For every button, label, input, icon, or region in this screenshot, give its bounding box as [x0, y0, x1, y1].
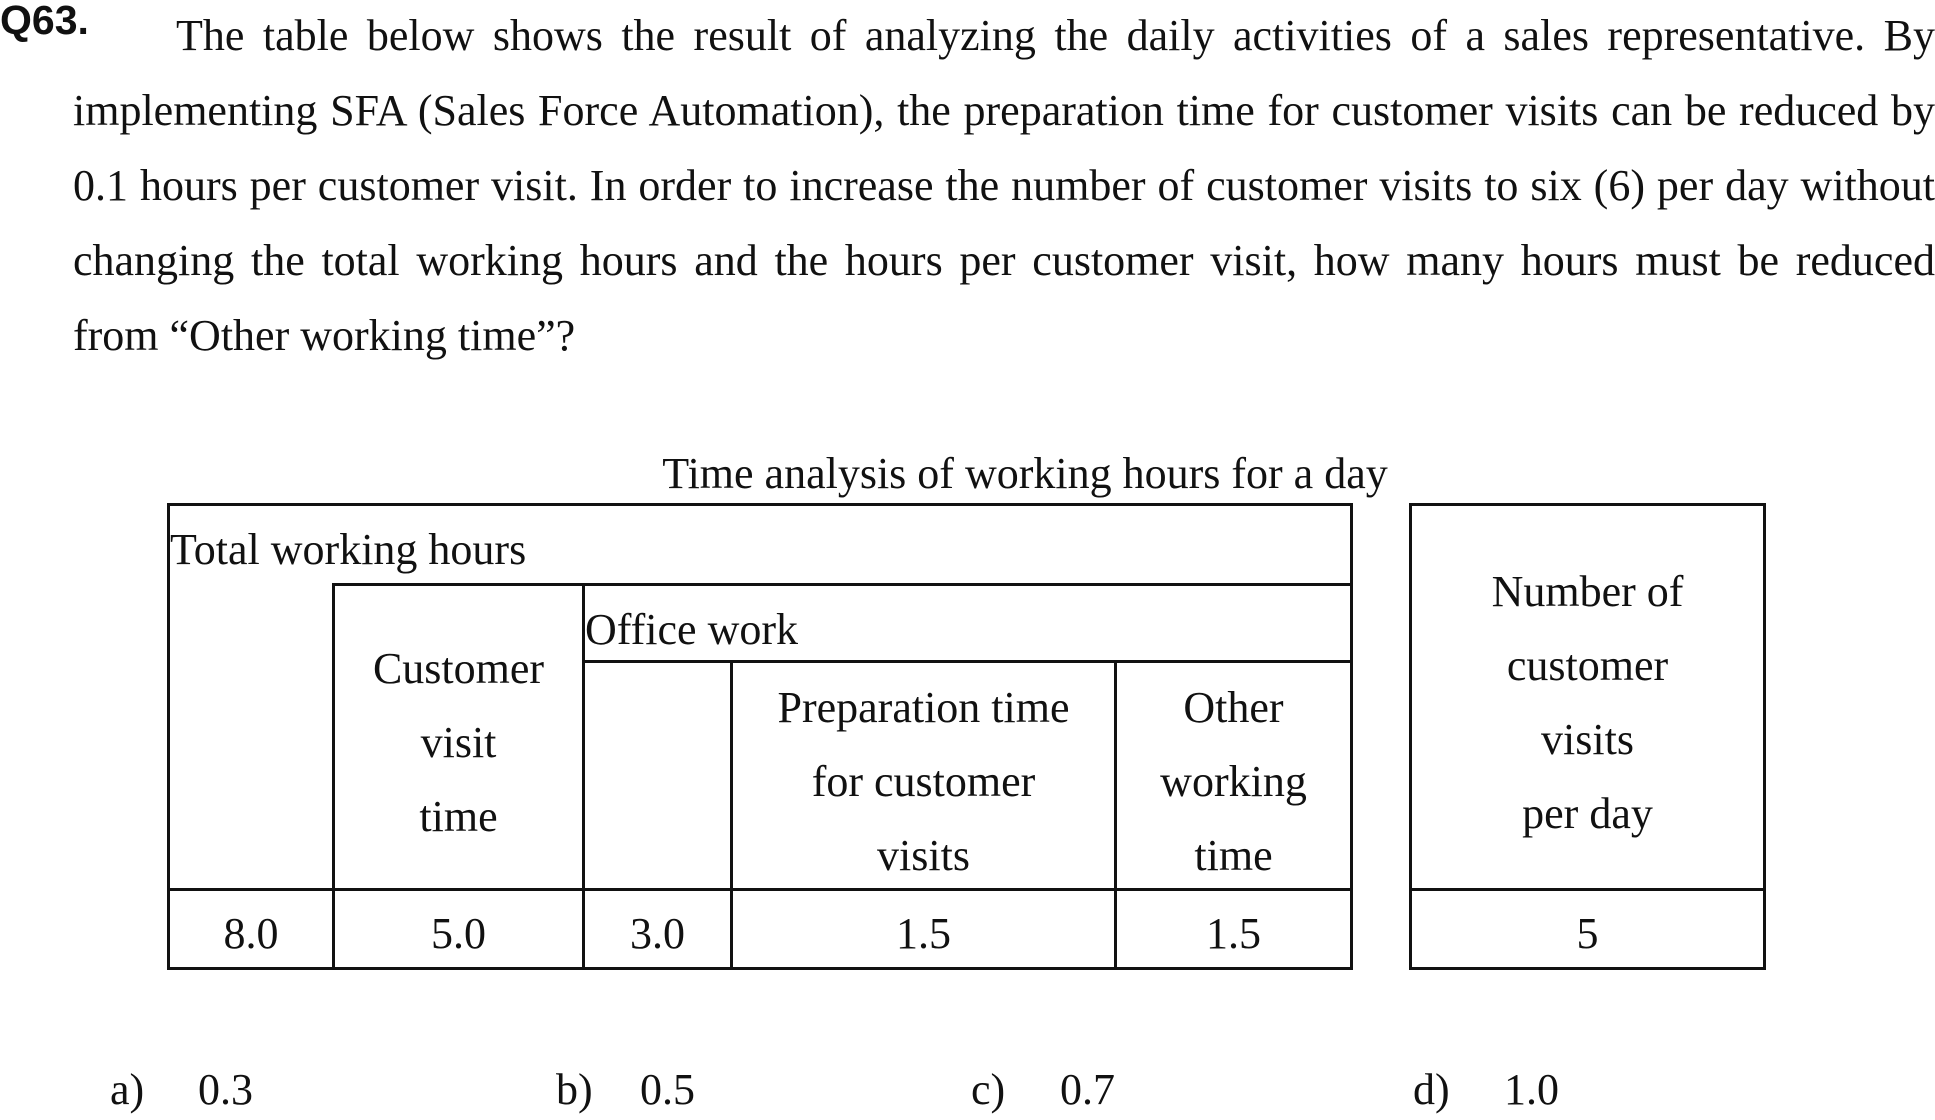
header-preparation-line-3: visits [877, 831, 970, 880]
value-customer-visit-time: 5.0 [431, 909, 486, 958]
header-office-work: Office work [585, 605, 798, 654]
header-other-line-2: working [1160, 757, 1307, 806]
header-customer-visit-line-3: time [419, 792, 498, 841]
rule-customer-office [582, 583, 585, 970]
answer-option-d[interactable]: d) 1.0 [1413, 1060, 1559, 1120]
header-visits-line-4: per day [1522, 789, 1653, 838]
table-outer-border [167, 503, 1353, 970]
answer-letter-d: d) [1413, 1065, 1450, 1114]
header-other-working-time: Other working time [1117, 671, 1350, 893]
table-caption: Time analysis of working hours for a day [662, 449, 1388, 498]
header-preparation-line-2: for customer [811, 757, 1036, 806]
visits-table-border [1409, 503, 1766, 970]
rule-office-prep [730, 660, 733, 970]
header-customer-visit-line-1: Customer [372, 644, 545, 693]
rule-under-total [332, 583, 1353, 586]
header-total-working-hours: Total working hours [170, 525, 527, 574]
value-visits-per-day: 5 [1576, 909, 1599, 958]
value-office-work: 3.0 [630, 909, 685, 958]
answer-value-d: 1.0 [1504, 1065, 1559, 1114]
answer-letter-a: a) [110, 1065, 145, 1114]
header-customer-visit-line-2: visit [420, 718, 497, 767]
answer-option-a[interactable]: a) 0.3 [110, 1060, 253, 1120]
answer-letter-c: c) [971, 1065, 1006, 1114]
header-other-line-1: Other [1183, 683, 1284, 732]
question-number: Q63. [0, 0, 89, 43]
question-text: The table below shows the result of anal… [73, 11, 1935, 360]
value-other-working-time: 1.5 [1206, 909, 1261, 958]
header-visits-line-1: Number of [1491, 567, 1684, 616]
rule-header-values [167, 888, 1353, 891]
header-customer-visit-time: Customer visit time [335, 632, 582, 854]
header-visits-per-day: Number of customer visits per day [1412, 555, 1763, 851]
header-visits-line-3: visits [1541, 715, 1634, 764]
rule-under-office [582, 660, 1353, 663]
header-other-line-3: time [1194, 831, 1273, 880]
header-preparation-time: Preparation time for customer visits [733, 671, 1114, 893]
answer-value-c: 0.7 [1060, 1065, 1115, 1114]
header-visits-line-2: customer [1506, 641, 1669, 690]
value-preparation-time: 1.5 [896, 909, 951, 958]
rule-visits-header-values [1409, 888, 1766, 891]
answer-value-b: 0.5 [640, 1065, 695, 1114]
answer-option-c[interactable]: c) 0.7 [971, 1060, 1115, 1120]
rule-total-customer [332, 583, 335, 970]
answer-value-a: 0.3 [198, 1065, 253, 1114]
header-preparation-line-1: Preparation time [777, 683, 1070, 732]
rule-prep-other [1114, 660, 1117, 970]
answer-option-b[interactable]: b) 0.5 [556, 1060, 695, 1120]
answer-letter-b: b) [556, 1065, 593, 1114]
value-total-working-hours: 8.0 [223, 909, 279, 958]
